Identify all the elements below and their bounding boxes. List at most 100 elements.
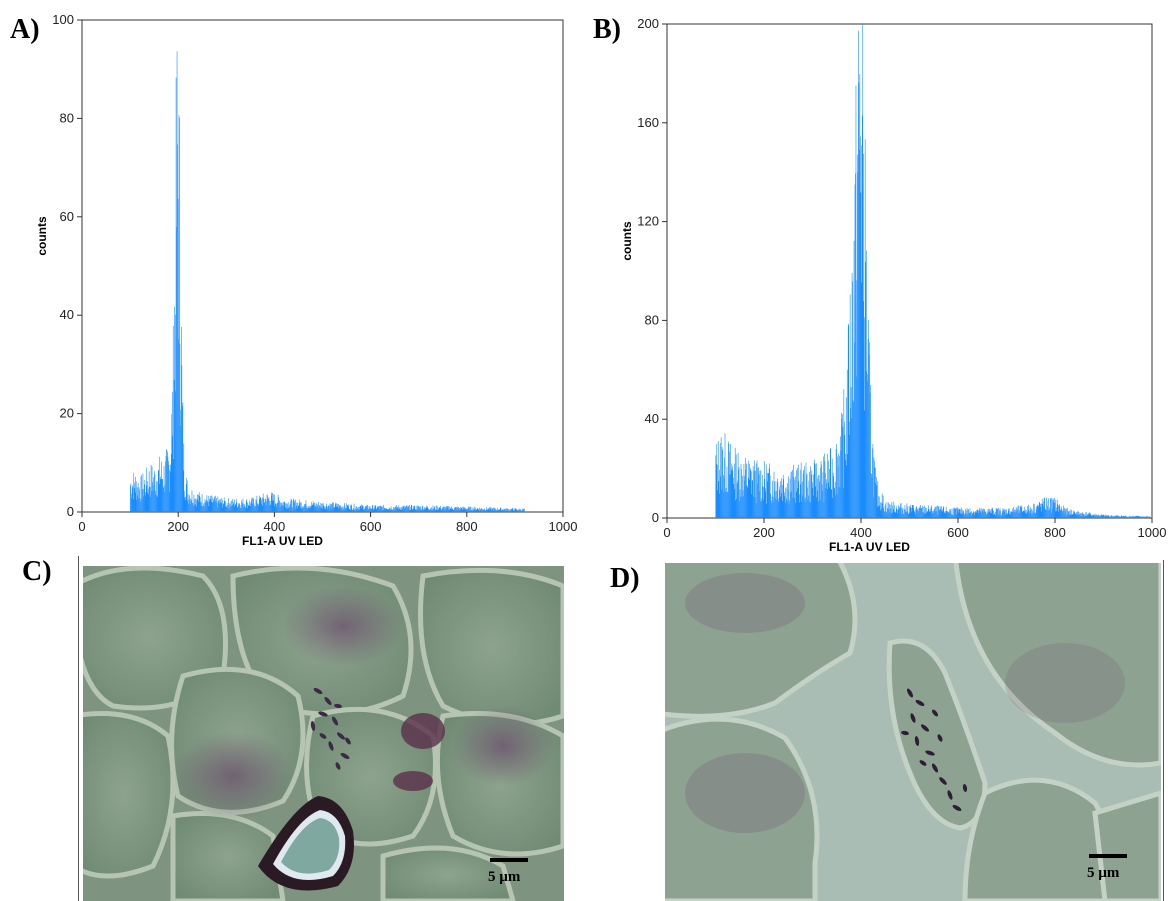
y-tick-label: 100 bbox=[52, 12, 74, 27]
histogram-bar bbox=[816, 490, 818, 518]
histogram-bar bbox=[486, 507, 488, 512]
histogram-bar bbox=[843, 389, 845, 518]
histogram-bar bbox=[482, 509, 484, 512]
histogram-bar bbox=[984, 509, 985, 518]
histogram-bar bbox=[799, 484, 801, 518]
histogram-bar bbox=[948, 512, 949, 518]
histogram-bar bbox=[1129, 515, 1130, 518]
histogram-bar bbox=[1018, 505, 1020, 518]
histogram-bar bbox=[264, 502, 265, 512]
histogram-bar bbox=[509, 510, 511, 512]
histogram-bar bbox=[1071, 510, 1072, 518]
histogram-bar bbox=[171, 392, 173, 512]
x-tick-label: 0 bbox=[663, 525, 670, 540]
histogram-bar bbox=[970, 511, 971, 518]
histogram-bar bbox=[493, 508, 495, 512]
histogram-bar bbox=[891, 501, 893, 518]
histogram-bar bbox=[369, 508, 370, 512]
histogram-bar bbox=[149, 486, 151, 512]
histogram-bar bbox=[996, 509, 998, 518]
histogram-bar bbox=[911, 511, 913, 518]
histogram-bar bbox=[899, 507, 901, 518]
histogram-bar bbox=[223, 497, 225, 512]
histogram-bar bbox=[789, 478, 791, 518]
histogram-bar bbox=[1129, 517, 1131, 518]
histogram-bar bbox=[754, 460, 755, 518]
histogram-bar bbox=[461, 507, 462, 512]
y-tick-label: 80 bbox=[645, 312, 659, 327]
histogram-bar bbox=[1144, 516, 1145, 518]
histogram-bar bbox=[236, 507, 238, 512]
histogram-bar bbox=[307, 508, 308, 512]
histogram-bar bbox=[504, 510, 506, 512]
histogram-bar bbox=[488, 509, 490, 512]
histogram-bar bbox=[516, 508, 517, 512]
histogram-bar bbox=[183, 443, 185, 512]
histogram-bar bbox=[496, 510, 498, 512]
histogram-bar bbox=[922, 505, 923, 518]
histogram-bar bbox=[299, 503, 301, 512]
histogram-bar bbox=[301, 506, 303, 512]
histogram-bar bbox=[830, 489, 832, 518]
histogram-bar bbox=[912, 508, 914, 518]
histogram-bar bbox=[958, 512, 959, 518]
histogram-bar bbox=[792, 469, 793, 518]
histogram-bar bbox=[497, 510, 499, 512]
histogram-bar bbox=[158, 470, 160, 512]
histogram-bar bbox=[915, 509, 916, 518]
histogram-bar bbox=[977, 509, 978, 518]
histogram-bar bbox=[903, 513, 904, 518]
histogram-bar bbox=[219, 503, 220, 512]
histogram-bar bbox=[1148, 516, 1149, 518]
histogram-bar bbox=[952, 508, 954, 518]
histogram-bar bbox=[169, 491, 170, 512]
histogram-bar bbox=[1053, 498, 1055, 518]
histogram-bar bbox=[466, 509, 467, 512]
histogram-bar bbox=[751, 480, 753, 518]
histogram-bar bbox=[828, 482, 830, 518]
histogram-bar bbox=[451, 506, 453, 512]
histogram-bar bbox=[134, 492, 136, 512]
histogram-bar bbox=[169, 470, 171, 512]
histogram-bar bbox=[269, 505, 271, 512]
histogram-bar bbox=[894, 512, 896, 518]
histogram-bar bbox=[206, 500, 207, 512]
histogram-bar bbox=[481, 508, 482, 512]
histogram-bar bbox=[419, 506, 421, 512]
histogram-bar bbox=[1049, 507, 1050, 518]
histogram-bar bbox=[283, 506, 285, 512]
histogram-bar bbox=[760, 501, 761, 518]
histogram-bar bbox=[1062, 510, 1063, 518]
histogram-bar bbox=[414, 509, 416, 512]
histogram-bar bbox=[832, 498, 833, 518]
histogram-bar bbox=[176, 226, 177, 513]
histogram-bar bbox=[1071, 514, 1073, 518]
histogram-bar bbox=[303, 506, 305, 512]
histogram-bar bbox=[297, 502, 299, 512]
histogram-bar bbox=[828, 460, 829, 518]
histogram-bar bbox=[270, 500, 272, 512]
histogram-bar bbox=[190, 501, 192, 512]
histogram-bar bbox=[793, 477, 795, 518]
histogram-bar bbox=[198, 492, 200, 512]
histogram-bar bbox=[807, 487, 808, 518]
histogram-bar bbox=[758, 474, 760, 518]
histogram-bar bbox=[304, 504, 306, 512]
histogram-bar bbox=[332, 502, 333, 512]
histogram-bar bbox=[1123, 516, 1124, 518]
histogram-bar bbox=[1097, 514, 1098, 518]
histogram-bar bbox=[934, 506, 936, 518]
histogram-bar bbox=[436, 506, 438, 512]
histogram-bar bbox=[889, 503, 890, 518]
histogram-bar bbox=[253, 498, 254, 512]
histogram-bar bbox=[267, 495, 268, 512]
histogram-bar bbox=[1037, 504, 1039, 518]
histogram-bar bbox=[214, 501, 216, 512]
histogram-bar bbox=[813, 495, 815, 518]
histogram-bar bbox=[268, 497, 270, 512]
histogram-bar bbox=[348, 509, 350, 512]
histogram-bar bbox=[975, 512, 977, 518]
histogram-bar bbox=[439, 507, 440, 512]
histogram-bar bbox=[913, 510, 915, 518]
histogram-bar bbox=[321, 507, 323, 512]
